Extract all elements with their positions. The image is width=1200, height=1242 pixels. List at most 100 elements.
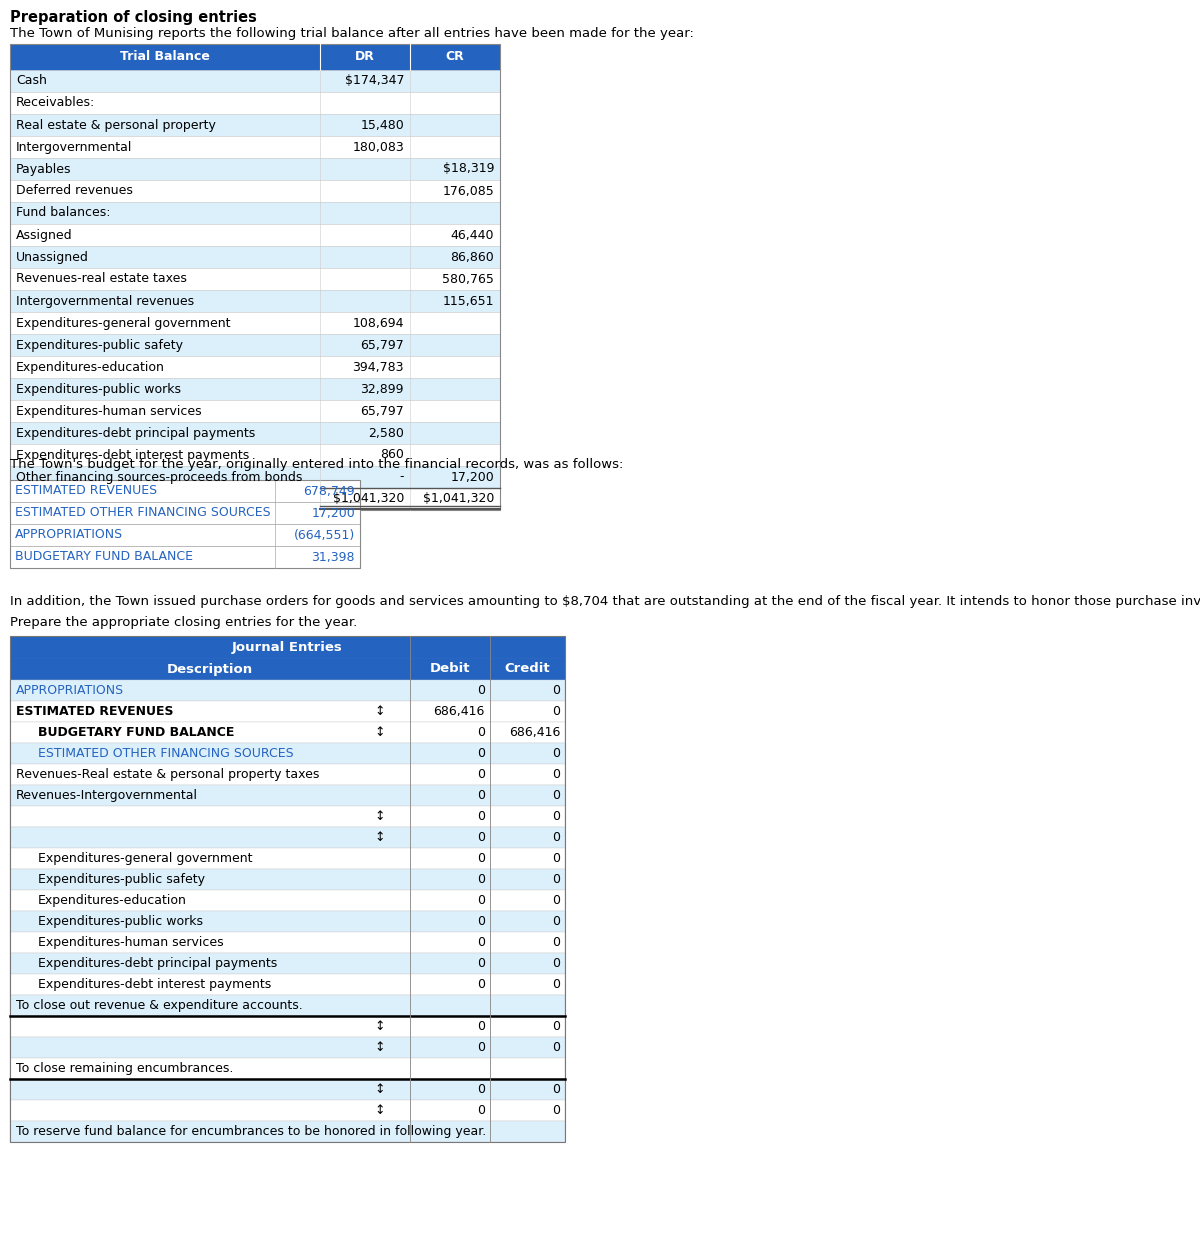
Text: 0: 0 [478,831,485,845]
Text: ↕: ↕ [374,727,385,739]
Text: 115,651: 115,651 [443,294,494,308]
Text: 0: 0 [478,1104,485,1117]
Bar [10,92,500,114]
Text: 0: 0 [552,915,560,928]
Text: ↕: ↕ [374,1020,385,1033]
Text: 580,765: 580,765 [442,272,494,286]
Text: ↕: ↕ [374,810,385,823]
Bar [10,1016,565,1037]
Text: 0: 0 [552,852,560,864]
Bar [10,1037,565,1058]
Text: Assigned: Assigned [16,229,73,241]
Bar [10,636,565,658]
Bar [10,378,500,400]
Text: Expenditures-education: Expenditures-education [16,360,164,374]
Bar [10,479,360,502]
Text: Expenditures-human services: Expenditures-human services [16,405,202,417]
Text: 0: 0 [552,684,560,697]
Text: To close remaining encumbrances.: To close remaining encumbrances. [16,1062,233,1076]
Bar [10,224,500,246]
Text: Expenditures-debt principal payments: Expenditures-debt principal payments [38,958,277,970]
Text: 0: 0 [478,1041,485,1054]
Text: 0: 0 [478,789,485,802]
Bar [10,289,500,312]
Bar [10,524,360,546]
Bar [10,743,565,764]
Text: DR: DR [355,51,374,63]
Bar [10,806,565,827]
Bar [10,995,565,1016]
Text: Prepare the appropriate closing entries for the year.: Prepare the appropriate closing entries … [10,616,358,628]
Text: Payables: Payables [16,163,72,175]
Text: 0: 0 [552,1104,560,1117]
Bar [10,202,500,224]
Text: 0: 0 [552,810,560,823]
Bar [10,785,565,806]
Text: 0: 0 [478,977,485,991]
Text: 0: 0 [552,831,560,845]
Text: Revenues-Intergovernmental: Revenues-Intergovernmental [16,789,198,802]
Text: Expenditures-debt interest payments: Expenditures-debt interest payments [38,977,271,991]
Text: To reserve fund balance for encumbrances to be honored in following year.: To reserve fund balance for encumbrances… [16,1125,486,1138]
Text: Trial Balance: Trial Balance [120,51,210,63]
Text: 32,899: 32,899 [360,383,404,395]
Bar [10,764,565,785]
Bar [10,137,500,158]
Text: 0: 0 [478,873,485,886]
Text: ESTIMATED REVENUES: ESTIMATED REVENUES [16,705,174,718]
Text: (664,551): (664,551) [294,529,355,542]
Text: 0: 0 [478,768,485,781]
Bar [10,974,565,995]
Text: 0: 0 [478,810,485,823]
Bar [10,722,565,743]
Bar [10,1079,565,1100]
Text: Journal Entries: Journal Entries [232,641,343,653]
Bar [10,43,500,510]
Text: 108,694: 108,694 [353,317,404,329]
Bar [10,848,565,869]
Text: 0: 0 [478,852,485,864]
Text: Expenditures-debt principal payments: Expenditures-debt principal payments [16,426,256,440]
Text: Unassigned: Unassigned [16,251,89,263]
Text: ↕: ↕ [374,705,385,718]
Bar [10,312,500,334]
Text: 31,398: 31,398 [312,550,355,564]
Text: 180,083: 180,083 [353,140,404,154]
Text: 0: 0 [552,958,560,970]
Text: Other financing sources-proceeds from bonds: Other financing sources-proceeds from bo… [16,471,302,483]
Bar [10,1122,565,1141]
Bar [10,681,565,700]
Text: 0: 0 [478,915,485,928]
Text: Revenues-real estate taxes: Revenues-real estate taxes [16,272,187,286]
Text: ↕: ↕ [374,831,385,845]
Text: BUDGETARY FUND BALANCE: BUDGETARY FUND BALANCE [14,550,193,564]
Text: Description: Description [167,662,253,676]
Text: Real estate & personal property: Real estate & personal property [16,118,216,132]
Text: 0: 0 [478,958,485,970]
Text: In addition, the Town issued purchase orders for goods and services amounting to: In addition, the Town issued purchase or… [10,595,1200,609]
Bar [10,43,500,70]
Bar [10,546,360,568]
Bar [10,70,500,92]
Text: $1,041,320: $1,041,320 [332,493,404,505]
Text: $18,319: $18,319 [443,163,494,175]
Text: 0: 0 [552,1083,560,1095]
Text: CR: CR [445,51,464,63]
Text: 15,480: 15,480 [360,118,404,132]
Bar [10,334,500,356]
Bar [10,502,360,524]
Bar [10,479,360,568]
Text: 0: 0 [552,1020,560,1033]
Bar [10,246,500,268]
Text: Expenditures-general government: Expenditures-general government [38,852,252,864]
Text: 0: 0 [478,746,485,760]
Text: 0: 0 [552,873,560,886]
Text: Revenues-Real estate & personal property taxes: Revenues-Real estate & personal property… [16,768,319,781]
Text: 17,200: 17,200 [311,507,355,519]
Text: 686,416: 686,416 [433,705,485,718]
Text: Expenditures-debt interest payments: Expenditures-debt interest payments [16,448,250,462]
Bar [10,636,565,1141]
Bar [10,180,500,202]
Bar [10,443,500,466]
Text: 0: 0 [478,894,485,907]
